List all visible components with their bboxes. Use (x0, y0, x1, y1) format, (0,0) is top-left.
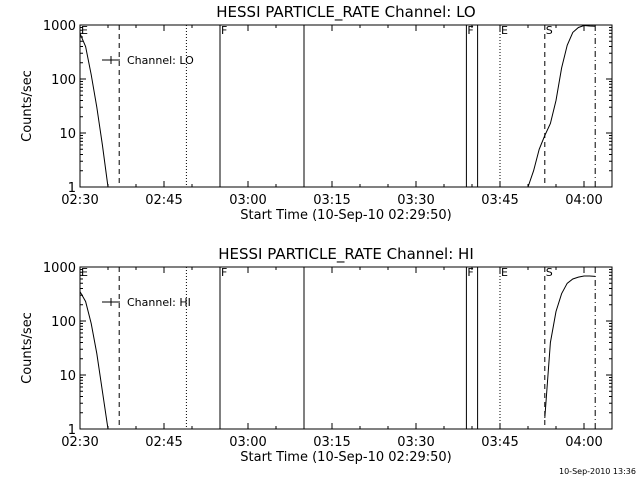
x-tick-label: 04:00 (565, 193, 602, 208)
plot-frame (79, 24, 613, 188)
x-tick-label: 03:45 (481, 435, 518, 450)
event-marker-label: F (221, 266, 227, 279)
event-marker-label: S (546, 266, 553, 279)
series-line (79, 291, 109, 430)
x-tick-label: 03:15 (313, 435, 350, 450)
event-marker-label: E (81, 266, 88, 279)
x-tick-label: 03:30 (397, 435, 434, 450)
event-marker-label: F (467, 24, 473, 37)
series-line (544, 275, 596, 419)
legend-label: Channel: HI (127, 296, 191, 309)
x-tick-label: 04:00 (565, 435, 602, 450)
legend-label: Channel: LO (127, 54, 194, 67)
y-tick-label: 1 (68, 181, 76, 196)
y-tick-label: 100 (51, 315, 76, 330)
chart-title: HESSI PARTICLE_RATE Channel: LO (216, 3, 475, 22)
event-marker-label: E (501, 24, 508, 37)
event-marker-label: F (221, 24, 227, 37)
y-axis-label: Counts/sec (20, 312, 35, 384)
event-marker-label: E (81, 24, 88, 37)
y-axis-label: Counts/sec (20, 70, 35, 142)
x-tick-label: 02:30 (61, 193, 98, 208)
y-tick-label: 1 (68, 423, 76, 438)
x-tick-label: 03:30 (397, 193, 434, 208)
event-marker-label: E (501, 266, 508, 279)
y-tick-label: 1000 (43, 261, 76, 276)
y-tick-label: 10 (59, 369, 76, 384)
lo-channel-panel: HESSI PARTICLE_RATE Channel: LO 02:30 02:4… (20, 3, 613, 223)
x-tick-label: 03:45 (481, 193, 518, 208)
x-tick-label: 03:15 (313, 193, 350, 208)
x-axis-label: Start Time (10-Sep-10 02:29:50) (240, 450, 451, 465)
y-tick-label: 100 (51, 73, 76, 88)
x-tick-label: 03:00 (229, 193, 266, 208)
plot-frame (79, 266, 613, 430)
x-tick-label: 02:30 (61, 435, 98, 450)
footer-timestamp: 10-Sep-2010 13:36 (559, 467, 636, 476)
chart-title: HESSI PARTICLE_RATE Channel: HI (218, 245, 474, 264)
x-tick-label: 03:00 (229, 435, 266, 450)
y-tick-label: 1000 (43, 19, 76, 34)
event-marker-label: S (546, 24, 553, 37)
x-tick-label: 02:45 (145, 435, 182, 450)
y-tick-label: 10 (59, 127, 76, 142)
series-line (527, 24, 596, 188)
x-tick-label: 02:45 (145, 193, 182, 208)
hi-channel-panel: HESSI PARTICLE_RATE Channel: HI 02:30 02:4… (20, 245, 613, 465)
x-axis-label: Start Time (10-Sep-10 02:29:50) (240, 208, 451, 223)
series-line (79, 33, 109, 188)
event-marker-label: F (467, 266, 473, 279)
